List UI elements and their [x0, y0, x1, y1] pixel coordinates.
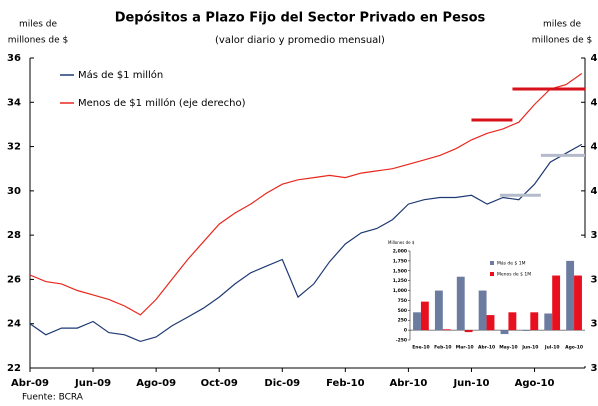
- inset-y-tick-label: 2,000: [393, 249, 407, 255]
- y2-tick-label: 3: [591, 363, 598, 374]
- inset-bar: [574, 275, 582, 331]
- series-line: [29, 143, 583, 343]
- legend-label: Menos de $1 millón (eje derecho): [78, 97, 246, 109]
- inset-bar: [456, 276, 465, 331]
- x-tick-label: Ago-09: [136, 378, 176, 389]
- y2-tick-label: 4: [591, 53, 598, 64]
- inset-bar: [566, 260, 575, 331]
- inset-bar: [552, 275, 561, 331]
- source: Fuente: BCRA: [22, 393, 84, 403]
- inset-bar: [464, 330, 473, 333]
- inset-x-tick-label: Mar-10: [456, 345, 474, 351]
- y2-tick-label: 4: [591, 142, 598, 153]
- inset-bar: [508, 312, 517, 331]
- y2-tick-label: 4: [591, 97, 598, 108]
- series-line: [29, 73, 583, 316]
- y2-tick-label: 3: [591, 274, 598, 285]
- y2-axis-label: millones de $: [532, 36, 592, 46]
- x-tick-label: Jun-10: [452, 378, 489, 389]
- y-axis-label: millones de $: [8, 36, 68, 46]
- y-tick-label: 24: [7, 319, 21, 330]
- inset-y-tick-label: 0: [404, 328, 407, 334]
- chart-subtitle: (valor diario y promedio mensual): [215, 35, 385, 46]
- x-tick-label: Feb-10: [326, 378, 364, 389]
- inset-y-tick-label: 250: [398, 318, 407, 324]
- inset-y-tick-label: 750: [398, 298, 407, 304]
- y-tick-label: 34: [7, 97, 21, 108]
- inset-x-tick-label: Jul-10: [544, 345, 560, 351]
- inset-legend-label: Más de $ 1M: [497, 260, 526, 267]
- inset-y-tick-label: -250: [396, 338, 407, 344]
- inset-legend-swatch: [490, 272, 494, 276]
- y2-axis-label: miles de: [543, 20, 582, 30]
- inset-bar: [522, 330, 531, 331]
- y-tick-label: 36: [7, 53, 21, 64]
- x-tick-label: Abr-09: [11, 378, 49, 389]
- inset-y-tick-label: 1,000: [393, 288, 407, 294]
- y-tick-label: 26: [7, 274, 21, 285]
- inset-bar: [500, 330, 509, 335]
- x-tick-label: Abr-10: [389, 378, 427, 389]
- inset-bar: [413, 312, 421, 331]
- inset-x-tick-label: Ago-10: [565, 345, 583, 351]
- inset-x-tick-label: Jun-10: [521, 345, 538, 351]
- inset-x-tick-label: Feb-10: [434, 345, 451, 351]
- inset-bar: [544, 313, 553, 331]
- inset-bar: [486, 315, 495, 331]
- inset-bar: [420, 301, 429, 331]
- x-tick-label: Oct-09: [201, 378, 238, 389]
- inset-y-tick-label: 1,750: [393, 258, 407, 264]
- y-tick-label: 22: [7, 363, 21, 374]
- y-tick-label: 30: [7, 186, 21, 197]
- inset-y-tick-label: 500: [398, 308, 407, 314]
- inset-y-tick-label: 1,500: [393, 268, 407, 274]
- inset-bar: [530, 312, 539, 331]
- inset-y-tick-label: 1,250: [393, 278, 407, 284]
- y-tick-label: 32: [7, 142, 21, 153]
- y2-tick-label: 3: [591, 230, 598, 241]
- chart-title: Depósitos a Plazo Fijo del Sector Privad…: [115, 11, 486, 26]
- x-tick-label: Dic-09: [264, 378, 300, 389]
- inset-x-tick-label: Abr-10: [478, 345, 495, 351]
- inset-x-tick-label: May-10: [499, 345, 517, 351]
- inset-bar: [478, 290, 487, 331]
- inset-bar: [442, 329, 451, 331]
- y2-tick-label: 4: [591, 186, 598, 197]
- x-tick-label: Jun-09: [74, 378, 111, 389]
- inset-legend-label: Menos de $ 1M: [497, 272, 531, 278]
- inset-bar: [434, 290, 443, 331]
- inset-legend-swatch: [490, 261, 494, 265]
- legend-label: Más de $1 millón: [78, 69, 163, 81]
- inset-x-tick-label: Ene-10: [412, 345, 429, 351]
- inset-title: Millones de $: [388, 240, 415, 245]
- y-axis-label: miles de: [19, 20, 58, 30]
- x-tick-label: Ago-10: [515, 378, 555, 389]
- y-tick-label: 28: [7, 230, 21, 241]
- y2-tick-label: 3: [591, 319, 598, 330]
